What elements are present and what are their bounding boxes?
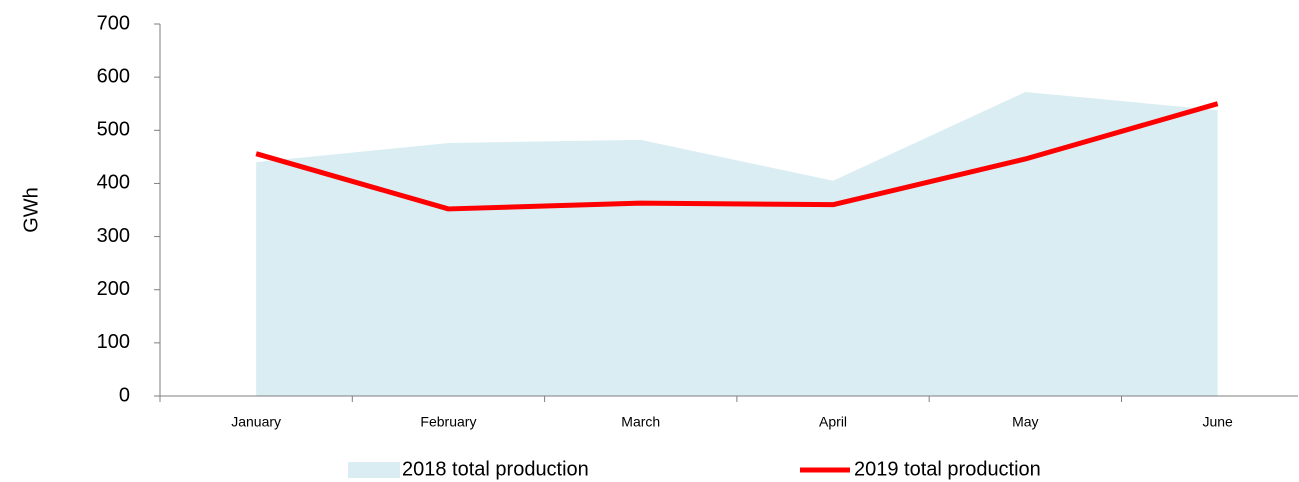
y-tick-label: 300 [97,225,130,247]
legend-swatch [348,462,400,478]
x-tick-label: May [1012,414,1038,430]
line [255,101,1219,212]
legend-label: 2019 total production [854,458,1041,480]
legend-label: 2018 total production [402,458,589,480]
x-tick-label: January [231,414,281,430]
x-tick-label: February [420,414,476,430]
x-tick-label: April [819,414,847,430]
y-tick-label: 600 [97,65,130,87]
y-tick-label: 400 [97,172,130,194]
x-tick-label: March [621,414,660,430]
y-tick-label: 500 [97,119,130,141]
y-tick-label: 0 [119,384,130,406]
y-tick-label: 700 [97,12,130,34]
y-tick-label: 200 [97,278,130,300]
y-axis-label: GWh [20,187,42,233]
y-tick-label: 100 [97,331,130,353]
area [256,92,1218,396]
x-tick-label: June [1202,414,1233,430]
